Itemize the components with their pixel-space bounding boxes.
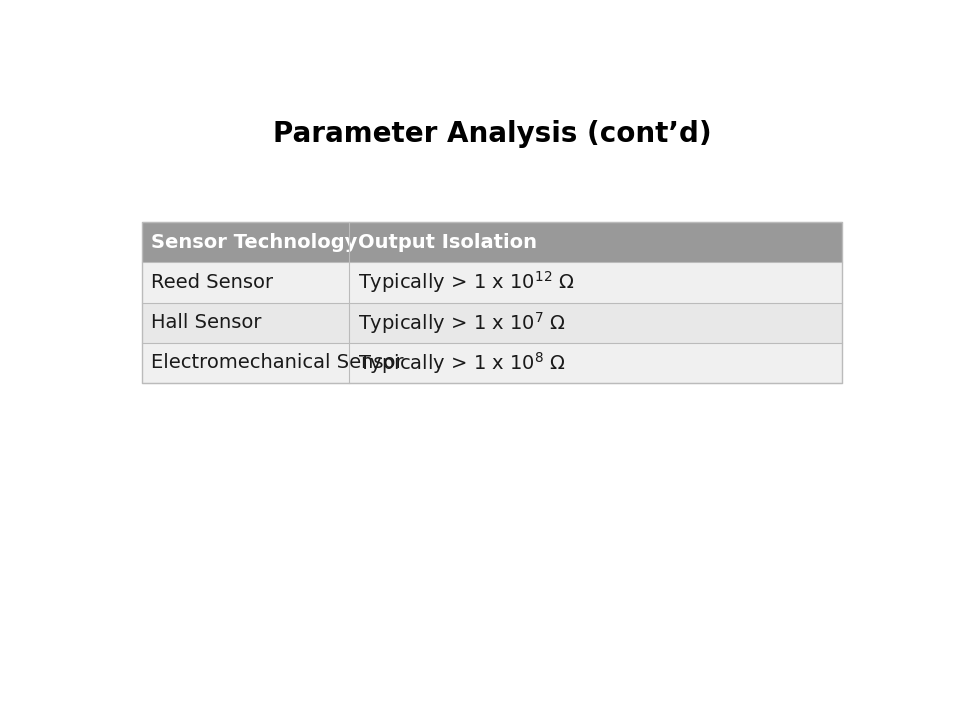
Bar [142,222,842,262]
Bar [142,222,842,383]
Text: Parameter Analysis (cont’d): Parameter Analysis (cont’d) [273,120,711,148]
Text: Reed Sensor: Reed Sensor [152,273,274,292]
Text: Electromechanical Sensor: Electromechanical Sensor [152,354,404,372]
Bar [142,262,842,302]
Text: Typically > 1 x 10$^{\mathregular{12}}$ Ω: Typically > 1 x 10$^{\mathregular{12}}$ … [357,269,574,295]
Text: Typically > 1 x 10$^{\mathregular{8}}$ Ω: Typically > 1 x 10$^{\mathregular{8}}$ Ω [357,350,565,376]
Text: Hall Sensor: Hall Sensor [152,313,262,332]
Bar [142,302,842,343]
Bar [142,343,842,383]
Text: Sensor Technology: Sensor Technology [152,233,358,252]
Text: Typically > 1 x 10$^{\mathregular{7}}$ Ω: Typically > 1 x 10$^{\mathregular{7}}$ Ω [357,310,565,336]
Text: Output Isolation: Output Isolation [357,233,537,252]
